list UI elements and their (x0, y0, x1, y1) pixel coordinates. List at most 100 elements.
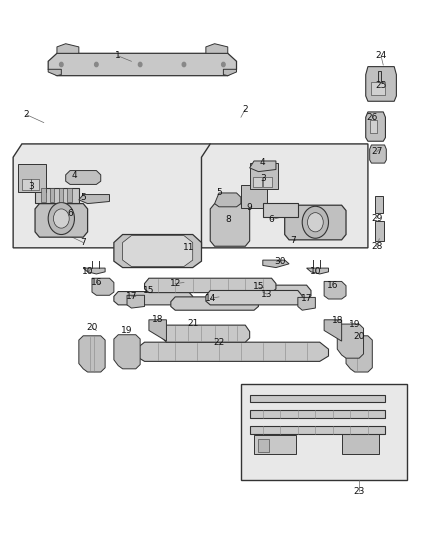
Bar (375, 196, 383, 213)
Circle shape (222, 62, 225, 67)
Text: 3: 3 (260, 174, 266, 183)
Text: 20: 20 (353, 333, 365, 341)
Polygon shape (210, 204, 250, 246)
Text: 9: 9 (247, 204, 253, 212)
Polygon shape (57, 44, 79, 53)
Circle shape (307, 213, 323, 232)
Text: 24: 24 (375, 52, 387, 60)
Text: 3: 3 (28, 182, 34, 191)
Polygon shape (346, 336, 372, 372)
Text: 28: 28 (371, 242, 382, 251)
Polygon shape (250, 410, 385, 418)
Polygon shape (114, 335, 140, 369)
Bar (67, 188, 72, 202)
Bar (250, 163, 278, 189)
Text: 7: 7 (80, 238, 86, 247)
Bar (375, 221, 384, 241)
Text: 29: 29 (371, 214, 382, 223)
Polygon shape (307, 268, 328, 274)
Polygon shape (79, 336, 105, 372)
Bar (370, 120, 377, 133)
Polygon shape (263, 203, 298, 217)
Bar (263, 177, 272, 187)
Polygon shape (145, 278, 276, 293)
Text: 5: 5 (80, 193, 86, 201)
Text: 12: 12 (170, 279, 181, 288)
Text: 16: 16 (91, 278, 102, 287)
Bar (241, 185, 267, 208)
Circle shape (60, 62, 63, 67)
Text: 17: 17 (301, 294, 312, 303)
Circle shape (302, 206, 328, 238)
Polygon shape (370, 145, 386, 163)
Text: 7: 7 (290, 237, 297, 245)
Polygon shape (241, 384, 407, 480)
Polygon shape (35, 188, 79, 203)
Polygon shape (114, 292, 193, 305)
Bar (258, 439, 269, 452)
Polygon shape (223, 285, 311, 300)
Bar (50, 188, 54, 202)
Text: 20: 20 (86, 324, 98, 332)
Polygon shape (215, 193, 241, 207)
Text: 15: 15 (253, 282, 264, 291)
Polygon shape (206, 44, 228, 53)
Bar (253, 177, 262, 187)
Text: 26: 26 (367, 113, 378, 122)
Polygon shape (263, 260, 289, 268)
Bar (371, 82, 385, 95)
Polygon shape (35, 204, 88, 237)
Text: 23: 23 (353, 487, 365, 496)
Text: 18: 18 (332, 317, 343, 325)
Polygon shape (366, 67, 396, 101)
Polygon shape (250, 426, 385, 434)
Polygon shape (324, 320, 342, 341)
Text: 6: 6 (268, 215, 275, 224)
Polygon shape (123, 236, 193, 266)
Text: 19: 19 (349, 320, 360, 328)
Polygon shape (83, 268, 105, 274)
Polygon shape (223, 69, 237, 76)
Bar (378, 71, 381, 83)
Text: 22: 22 (213, 338, 225, 346)
Polygon shape (250, 395, 385, 402)
Text: 13: 13 (261, 290, 273, 298)
Polygon shape (66, 171, 101, 184)
Text: 19: 19 (121, 326, 133, 335)
Bar (18, 164, 46, 192)
Circle shape (182, 62, 186, 67)
Text: 16: 16 (327, 281, 339, 290)
Polygon shape (206, 290, 302, 305)
Text: 14: 14 (205, 294, 216, 303)
Circle shape (53, 209, 69, 228)
Bar (254, 435, 296, 454)
Polygon shape (149, 320, 166, 341)
Text: 21: 21 (187, 319, 198, 328)
Polygon shape (13, 144, 210, 248)
Text: 10: 10 (310, 268, 321, 276)
Text: 4: 4 (260, 158, 265, 167)
Text: 2: 2 (24, 110, 29, 119)
Polygon shape (285, 205, 346, 240)
Text: 11: 11 (183, 244, 194, 252)
Bar (41, 188, 46, 202)
Polygon shape (79, 195, 110, 204)
Text: 15: 15 (143, 286, 155, 295)
Text: 27: 27 (371, 148, 382, 156)
Circle shape (48, 203, 74, 235)
Text: 6: 6 (67, 209, 73, 217)
Polygon shape (162, 325, 250, 342)
Polygon shape (48, 53, 237, 76)
Polygon shape (127, 295, 145, 308)
Text: 1: 1 (115, 52, 121, 60)
Polygon shape (298, 297, 315, 310)
Bar (59, 188, 63, 202)
Text: 10: 10 (82, 268, 93, 276)
Circle shape (138, 62, 142, 67)
Text: 8: 8 (225, 215, 231, 224)
Text: 4: 4 (72, 172, 77, 180)
Polygon shape (337, 324, 364, 358)
Text: 2: 2 (243, 105, 248, 114)
Circle shape (95, 62, 98, 67)
Polygon shape (92, 278, 114, 295)
